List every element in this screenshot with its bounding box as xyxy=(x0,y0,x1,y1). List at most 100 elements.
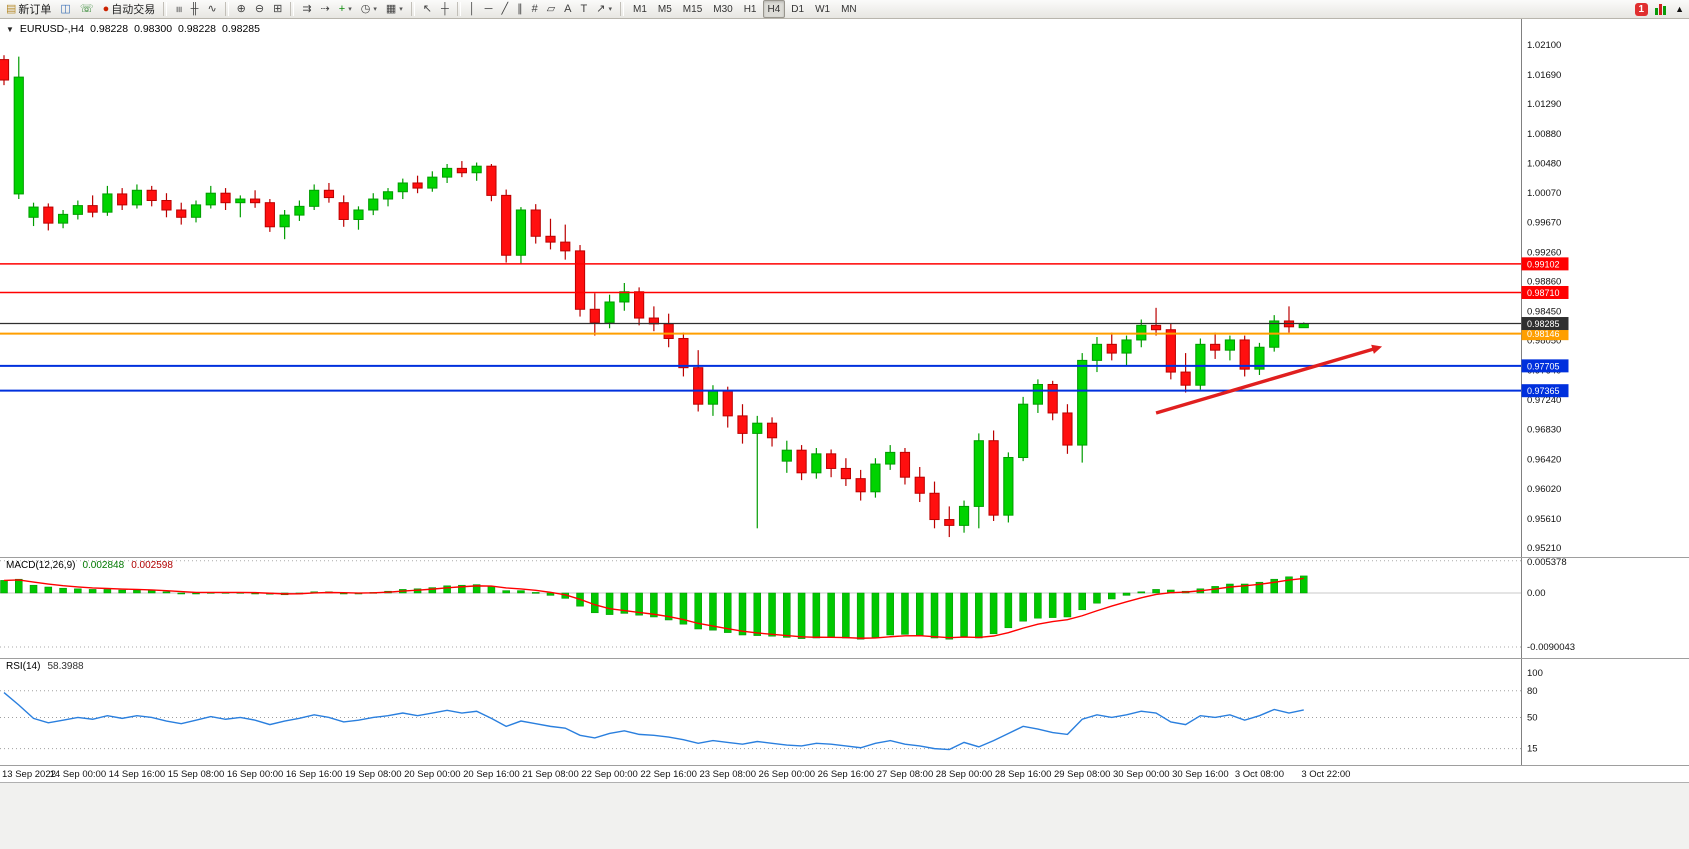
candle-body xyxy=(885,451,896,465)
new-order-button[interactable]: ▤ 新订单 xyxy=(2,0,55,18)
auto-scroll-button[interactable]: ⇉ xyxy=(298,0,315,18)
chart-window-button[interactable]: ◫ xyxy=(56,0,74,18)
candle-body xyxy=(1210,343,1221,351)
timeframe-mn-button[interactable]: MN xyxy=(841,3,857,15)
cursor-button[interactable]: ↖ xyxy=(419,0,436,18)
candle-body xyxy=(249,198,261,204)
add-indicator-icon: + xyxy=(338,2,346,15)
candle-body xyxy=(427,176,438,189)
price-tag-label: 0.98146 xyxy=(1527,329,1560,339)
market-watch-button[interactable]: ☏ xyxy=(76,0,98,18)
price-tag-label: 0.97365 xyxy=(1527,386,1560,396)
templates-icon: ▦ xyxy=(385,2,397,15)
equidistant-channel-button[interactable]: ∥ xyxy=(513,0,527,18)
auto-scroll-icon: ⇉ xyxy=(302,2,312,15)
vertical-line-button[interactable]: │ xyxy=(465,0,480,18)
add-indicator-button[interactable]: + ▾ xyxy=(335,0,356,18)
macd-bar xyxy=(812,592,821,639)
price-chart-canvas[interactable]: 1.02100 1.01690 1.01290 1.00880 1.00480 1.000… xyxy=(0,19,1689,557)
shapes-button[interactable]: ▱ xyxy=(543,0,559,18)
mini-chart-icon[interactable] xyxy=(1655,3,1667,15)
timeframe-h4-button[interactable]: H4 xyxy=(762,0,786,18)
candle-body xyxy=(294,205,305,216)
macd-bar xyxy=(1063,592,1072,618)
macd-bar xyxy=(709,592,717,631)
fibonacci-button[interactable]: # xyxy=(528,0,542,18)
arrows-button[interactable]: ↗ ▾ xyxy=(592,0,616,18)
horizontal-line-button[interactable]: ─ xyxy=(481,0,497,18)
candle-body xyxy=(72,205,83,215)
macd-bar xyxy=(768,592,776,637)
candle-body xyxy=(944,519,955,526)
y-axis-label: 1.00480 xyxy=(1527,158,1561,169)
line-chart-mode-button[interactable]: ∿ xyxy=(203,0,220,18)
candle-body xyxy=(678,337,689,369)
chart-window-icon: ◫ xyxy=(60,2,71,15)
macd-bar xyxy=(797,592,806,639)
chevron-down-icon: ▾ xyxy=(399,6,403,13)
rsi-axis-label: 50 xyxy=(1527,712,1538,723)
trend-arrow[interactable] xyxy=(1155,346,1377,415)
rsi-pane[interactable]: RSI(14) 58.3988 100 80 50 15 xyxy=(0,659,1689,766)
notification-badge[interactable]: 1 xyxy=(1634,2,1649,16)
zoom-in-button[interactable]: ⊕ xyxy=(233,0,250,18)
macd-bar xyxy=(88,589,97,594)
macd-pane[interactable]: MACD(12,26,9) 0.002848 0.002598 0.005378… xyxy=(0,558,1689,659)
timeframe-m15-button[interactable]: M15 xyxy=(682,3,703,15)
templates-button[interactable]: ▦ ▾ xyxy=(382,0,407,18)
candle-body xyxy=(737,415,748,434)
x-axis-label: 21 Sep 08:00 xyxy=(522,769,579,780)
macd-canvas[interactable]: 0.005378 0.00 -0.0090043 xyxy=(0,558,1689,658)
macd-bar xyxy=(177,592,185,595)
chevron-down-icon: ▾ xyxy=(608,6,612,13)
text-button[interactable]: A xyxy=(560,0,575,18)
time-axis[interactable]: 13 Sep 2022 14 Sep 00:00 14 Sep 16:00 15 Se… xyxy=(0,766,1689,783)
x-axis-label: 30 Sep 16:00 xyxy=(1172,769,1229,780)
x-axis-label: 30 Sep 00:00 xyxy=(1113,769,1170,780)
candle-body xyxy=(781,449,792,462)
market-watch-icon: ☏ xyxy=(79,2,94,15)
timeframe-w1-button[interactable]: W1 xyxy=(815,3,831,15)
timeframe-m5-button[interactable]: M5 xyxy=(657,3,672,15)
candle-body xyxy=(1032,383,1044,405)
toolbar-separator xyxy=(163,2,168,16)
x-axis-label: 22 Sep 16:00 xyxy=(640,769,697,780)
candle-body xyxy=(323,189,335,199)
timeframe-h1-button[interactable]: H1 xyxy=(743,3,757,15)
horizontal-line-icon: ─ xyxy=(484,2,493,15)
candle-body xyxy=(663,323,674,339)
macd-histogram-layer xyxy=(0,575,1308,640)
y-axis-label: 0.96830 xyxy=(1527,425,1561,436)
candle-body xyxy=(1047,383,1058,414)
timeframe-m1-button[interactable]: M1 xyxy=(632,3,647,15)
zoom-out-button[interactable]: ⊖ xyxy=(251,0,268,18)
periods-button[interactable]: ◷ ▾ xyxy=(357,0,381,18)
rsi-canvas[interactable]: 100 80 50 15 xyxy=(0,659,1689,765)
candle-body xyxy=(338,202,349,220)
timeframe-m30-button[interactable]: M30 xyxy=(713,3,733,15)
timeframe-d1-button[interactable]: D1 xyxy=(791,3,805,15)
candle-body xyxy=(1239,339,1250,370)
y-axis-label: 0.95210 xyxy=(1527,543,1561,554)
tile-windows-button[interactable]: ⊞ xyxy=(269,0,286,18)
trendline-button[interactable]: ╱ xyxy=(497,0,512,18)
candle-body xyxy=(190,204,202,218)
candle-body xyxy=(958,505,970,526)
bars-mode-button[interactable]: ≡ xyxy=(171,0,185,18)
main-chart-pane[interactable]: ▼ EURUSD-,H4 0.98228 0.98300 0.98228 0.9… xyxy=(0,19,1689,558)
zoom-out-icon: ⊖ xyxy=(254,2,265,15)
macd-bar xyxy=(147,590,156,594)
x-axis-label: 23 Sep 08:00 xyxy=(699,769,756,780)
crosshair-button[interactable]: ┼ xyxy=(437,0,453,18)
text-label-button[interactable]: T xyxy=(577,0,592,18)
toolbar-overflow-icon[interactable]: ▲ xyxy=(1675,4,1684,14)
candle-body xyxy=(382,191,394,200)
macd-bar xyxy=(975,592,983,639)
candlestick-mode-button[interactable]: ╫ xyxy=(187,0,203,18)
candle-body xyxy=(988,440,999,516)
price-tag-label: 0.98285 xyxy=(1527,319,1560,329)
y-axis-label: 0.98050 xyxy=(1527,336,1561,347)
candle-body xyxy=(501,194,512,256)
chart-shift-button[interactable]: ⇢ xyxy=(317,0,334,18)
auto-trading-button[interactable]: ● 自动交易 xyxy=(99,0,160,18)
